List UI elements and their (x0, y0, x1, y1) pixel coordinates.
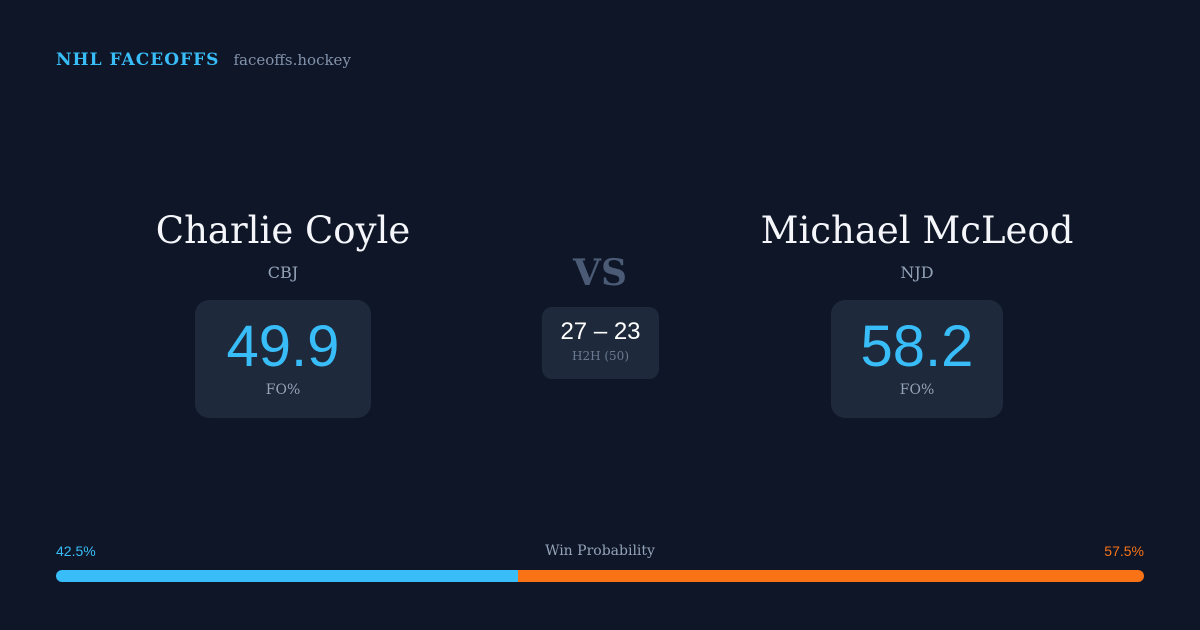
player-left: Charlie Coyle CBJ 49.9 FO% (83, 205, 483, 418)
h2h-label: H2H (50) (571, 349, 629, 363)
left-probability: 42.5% (56, 543, 96, 559)
brand-header: NHL FACEOFFS faceoffs.hockey (56, 50, 351, 70)
brand-title: NHL FACEOFFS (56, 50, 220, 70)
player-right: Michael McLeod NJD 58.2 FO% (717, 205, 1117, 418)
left-probability-segment (56, 570, 519, 582)
fo-value: 58.2 (860, 314, 974, 379)
fo-card: 49.9 FO% (195, 300, 371, 418)
site-name: faceoffs.hockey (233, 51, 351, 69)
right-probability: 57.5% (1104, 543, 1144, 559)
player-team: CBJ (267, 263, 299, 282)
fo-label: FO% (899, 382, 935, 398)
fo-value: 49.9 (226, 314, 340, 379)
win-probability-bar (56, 570, 1144, 582)
fo-label: FO% (265, 382, 301, 398)
right-probability-segment (518, 570, 1144, 582)
vs-label: VS (573, 252, 627, 294)
player-team: NJD (900, 263, 934, 282)
h2h-card: 27 – 23 H2H (50) (542, 307, 659, 379)
win-probability-title: Win Probability (545, 543, 655, 559)
h2h-score: 27 – 23 (560, 318, 641, 345)
player-name: Michael McLeod (760, 209, 1074, 252)
win-probability-labels: 42.5% Win Probability 57.5% (56, 543, 1144, 559)
player-name: Charlie Coyle (155, 209, 411, 252)
fo-card: 58.2 FO% (831, 300, 1003, 418)
